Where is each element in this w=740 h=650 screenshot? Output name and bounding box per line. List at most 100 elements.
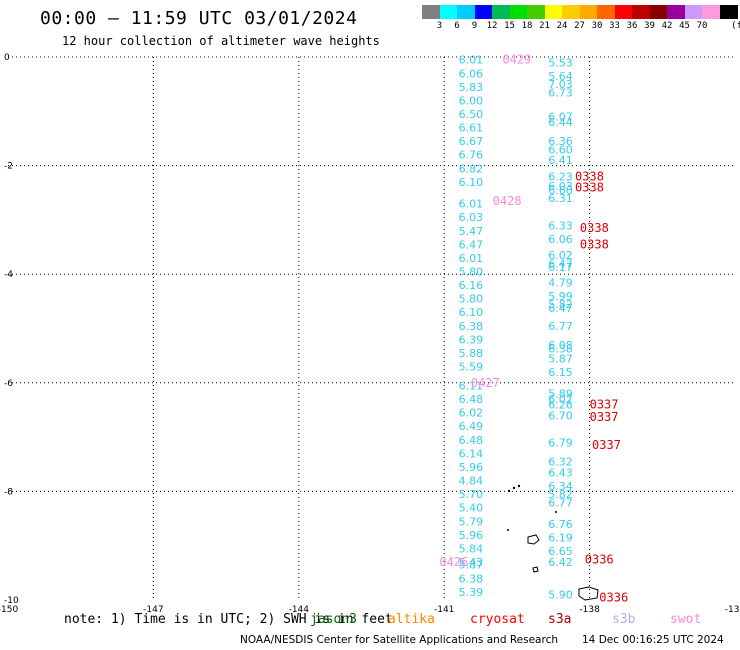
legend-swatch bbox=[684, 5, 703, 19]
time-tag-label: 0337 bbox=[590, 398, 619, 412]
time-tag-label: 0338 bbox=[575, 169, 604, 183]
wave-height-label: 6.10 bbox=[459, 306, 484, 319]
page-subtitle: 12 hour collection of altimeter wave hei… bbox=[62, 34, 380, 48]
x-tick-label: -144 bbox=[289, 605, 310, 615]
island-dot bbox=[507, 529, 509, 531]
y-tick-label: -8 bbox=[4, 487, 13, 497]
wave-height-label: 5.83 bbox=[459, 81, 484, 94]
wave-height-label: 6.02 bbox=[459, 407, 484, 420]
time-tag-label: 0338 bbox=[575, 180, 604, 194]
wave-height-label: 6.31 bbox=[548, 192, 573, 205]
wave-height-label: 5.80 bbox=[459, 293, 484, 306]
wave-height-label: 4.84 bbox=[459, 475, 484, 488]
wave-height-label: 6.01 bbox=[459, 198, 484, 211]
legend-swatch bbox=[719, 5, 738, 19]
wave-height-label: 5.47 bbox=[459, 225, 484, 238]
time-tag-label: 0427 bbox=[471, 376, 500, 390]
wave-height-label: 6.33 bbox=[548, 219, 573, 232]
legend-swatch bbox=[527, 5, 545, 19]
wave-height-label: 6.61 bbox=[459, 122, 484, 135]
wave-height-label: 6.79 bbox=[548, 437, 573, 450]
wave-height-label: 6.65 bbox=[548, 545, 573, 558]
wave-height-label: 5.80 bbox=[459, 265, 484, 278]
island-dot bbox=[512, 486, 516, 490]
wave-height-label: 5.84 bbox=[459, 542, 484, 555]
wave-height-label: 5.70 bbox=[459, 488, 484, 501]
satellite-label: jason3 bbox=[310, 612, 357, 627]
wave-height-label: 5.88 bbox=[459, 347, 484, 360]
wave-height-label: 6.07 bbox=[548, 111, 573, 124]
wave-height-label: 6.41 bbox=[548, 154, 573, 167]
legend-label: 3 bbox=[436, 21, 443, 31]
wave-height-label: 6.03 bbox=[548, 180, 573, 193]
wave-height-label: 5.53 bbox=[548, 56, 573, 69]
wave-height-label: 6.38 bbox=[459, 572, 484, 585]
wave-height-label: 6.76 bbox=[459, 149, 484, 162]
wave-height-label: 6.47 bbox=[459, 238, 484, 251]
island-dot bbox=[507, 489, 511, 493]
island-outline bbox=[527, 534, 540, 545]
island-dot bbox=[517, 484, 521, 488]
legend-label: 39 bbox=[644, 21, 655, 31]
time-tag-label: 0337 bbox=[590, 410, 619, 424]
wave-height-label: 6.34 bbox=[548, 480, 573, 493]
time-tag-label: 0336 bbox=[599, 590, 628, 604]
generated-timestamp: 14 Dec 00:16:25 UTC 2024 bbox=[582, 634, 724, 646]
wave-height-label: 6.76 bbox=[548, 518, 573, 531]
wave-height-label: 6.00 bbox=[459, 94, 484, 107]
legend-unit: (ft) bbox=[731, 21, 740, 31]
wave-height-label: 5.89 bbox=[548, 388, 573, 401]
wave-height-label: 6.15 bbox=[548, 366, 573, 379]
wave-height-label: 6.47 bbox=[548, 302, 573, 315]
wave-height-label: 5.82 bbox=[548, 488, 573, 501]
legend-swatch bbox=[457, 5, 475, 19]
wave-height-label: 6.49 bbox=[459, 420, 484, 433]
wave-height-label: 6.77 bbox=[548, 496, 573, 509]
wave-height-label: 6.06 bbox=[548, 233, 573, 246]
wave-height-label: 5.96 bbox=[459, 461, 484, 474]
wave-height-label: 6.43 bbox=[548, 466, 573, 479]
wave-height-label: 6.02 bbox=[548, 393, 573, 406]
x-tick-label: -135 bbox=[725, 605, 740, 615]
wave-height-label: 6.16 bbox=[459, 279, 484, 292]
credit-text: NOAA/NESDIS Center for Satellite Applica… bbox=[240, 634, 558, 646]
legend-swatch bbox=[667, 5, 685, 19]
wave-height-label: 6.03 bbox=[459, 211, 484, 224]
wave-height-label: 5.40 bbox=[459, 502, 484, 515]
wave-height-label: 6.36 bbox=[548, 135, 573, 148]
legend-swatch bbox=[614, 5, 633, 19]
x-tick-label: -141 bbox=[434, 605, 454, 615]
wave-height-label: 6.14 bbox=[459, 447, 484, 460]
y-tick-label: -10 bbox=[4, 596, 19, 606]
island-outline bbox=[532, 566, 539, 573]
wave-height-label: 6.50 bbox=[459, 108, 484, 121]
time-tag-label: 0338 bbox=[580, 221, 609, 235]
legend-swatch bbox=[702, 5, 720, 19]
x-tick-label: -138 bbox=[579, 605, 600, 615]
legend-swatch bbox=[544, 5, 563, 19]
wave-height-label: 6.48 bbox=[459, 393, 484, 406]
island-dot bbox=[555, 511, 557, 513]
wave-height-label: 6.17 bbox=[548, 261, 573, 274]
y-tick-label: 0 bbox=[4, 53, 10, 63]
legend-label: 18 bbox=[521, 21, 533, 31]
y-tick-label: -6 bbox=[4, 379, 13, 389]
wave-height-label: 6.47 bbox=[548, 257, 573, 270]
x-tick-label: -147 bbox=[143, 605, 163, 615]
legend-swatch bbox=[492, 5, 510, 19]
legend-label: 36 bbox=[626, 21, 638, 31]
wave-height-label: 6.06 bbox=[459, 67, 484, 80]
wave-height-label: 6.38 bbox=[548, 343, 573, 356]
legend-swatch bbox=[562, 5, 580, 19]
legend-label: 21 bbox=[539, 21, 550, 31]
legend-swatch bbox=[632, 5, 650, 19]
legend-label: 15 bbox=[504, 21, 515, 31]
wave-height-label: 5.39 bbox=[459, 586, 484, 599]
wave-height-label: 6.08 bbox=[548, 339, 573, 352]
wave-height-label: 4.79 bbox=[548, 276, 573, 289]
wave-height-label: 6.11 bbox=[459, 380, 484, 393]
wave-height-label: 6.73 bbox=[548, 86, 573, 99]
wave-height-label: 6.44 bbox=[548, 116, 573, 129]
wave-height-label: 6.70 bbox=[548, 409, 573, 422]
